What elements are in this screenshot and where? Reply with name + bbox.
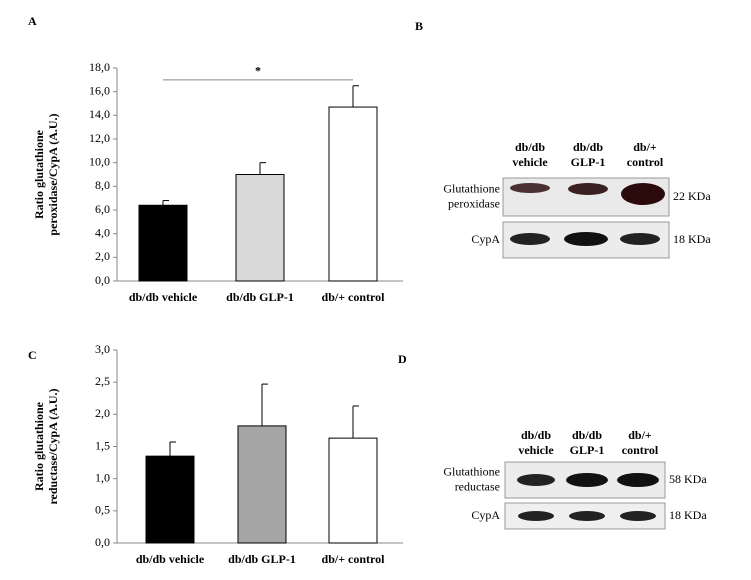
y-tick-label: 2,5 <box>95 374 110 388</box>
y-tick-label: 4,0 <box>95 225 110 239</box>
bar <box>138 204 188 282</box>
lane-label: db/db <box>572 428 602 442</box>
bar <box>145 455 195 544</box>
lane-label: vehicle <box>512 155 548 169</box>
panel-letter: B <box>415 19 423 33</box>
size-label: 18 KDa <box>673 232 711 246</box>
y-tick-label: 14,0 <box>89 107 110 121</box>
band <box>564 232 608 246</box>
size-label: 22 KDa <box>673 189 711 203</box>
band <box>617 473 659 487</box>
y-tick-label: 6,0 <box>95 202 110 216</box>
panel-letter: C <box>28 348 37 362</box>
size-label: 58 KDa <box>669 472 707 486</box>
lane-label: db/db <box>573 140 603 154</box>
band <box>518 511 554 521</box>
lane-label: db/+ <box>633 140 657 154</box>
y-tick-label: 10,0 <box>89 154 110 168</box>
x-tick-label: db/db vehicle <box>129 290 198 304</box>
x-tick-label: db/db GLP-1 <box>228 552 296 566</box>
y-tick-label: 8,0 <box>95 178 110 192</box>
size-label: 18 KDa <box>669 508 707 522</box>
band <box>566 473 608 487</box>
y-tick-label: 2,0 <box>95 406 110 420</box>
lane-label: db/+ <box>628 428 652 442</box>
y-tick-label: 0,0 <box>95 273 110 287</box>
lane-label: vehicle <box>518 443 554 457</box>
lane-label: GLP-1 <box>570 443 605 457</box>
lane-label: GLP-1 <box>571 155 606 169</box>
row-label: CypA <box>471 232 500 246</box>
bar <box>237 425 287 544</box>
bar <box>328 106 378 282</box>
row-label: reductase <box>455 479 500 493</box>
y-tick-label: 3,0 <box>95 342 110 356</box>
y-tick-label: 18,0 <box>89 60 110 74</box>
x-tick-label: db/db GLP-1 <box>226 290 294 304</box>
band <box>620 233 660 245</box>
y-tick-label: 0,5 <box>95 503 110 517</box>
significance-mark: * <box>255 64 261 78</box>
y-axis-label: Ratio glutathione <box>32 129 46 219</box>
bar <box>328 437 378 544</box>
y-tick-label: 1,5 <box>95 438 110 452</box>
y-tick-label: 16,0 <box>89 83 110 97</box>
lane-label: db/db <box>521 428 551 442</box>
row-label: Glutathione <box>443 181 500 195</box>
x-tick-label: db/+ control <box>322 552 386 566</box>
band <box>569 511 605 521</box>
row-label: CypA <box>471 508 500 522</box>
panel-letter: D <box>398 352 407 366</box>
lane-label: db/db <box>515 140 545 154</box>
lane-label: control <box>627 155 664 169</box>
band <box>510 233 550 245</box>
band <box>510 183 550 193</box>
panel-letter: A <box>28 14 37 28</box>
band <box>568 183 608 195</box>
band <box>621 183 665 205</box>
y-axis-label: reductase/CypA (A.U.) <box>46 388 60 504</box>
y-axis-label: Ratio glutathione <box>32 401 46 491</box>
y-tick-label: 2,0 <box>95 249 110 263</box>
y-tick-label: 0,0 <box>95 535 110 549</box>
band <box>517 474 555 486</box>
lane-label: control <box>622 443 659 457</box>
y-axis-label: peroxidase/CypA (A.U.) <box>46 113 60 235</box>
band <box>620 511 656 521</box>
y-tick-label: 12,0 <box>89 131 110 145</box>
y-tick-label: 1,0 <box>95 470 110 484</box>
bar <box>235 174 285 282</box>
row-label: Glutathione <box>443 464 500 478</box>
x-tick-label: db/db vehicle <box>136 552 205 566</box>
x-tick-label: db/+ control <box>322 290 386 304</box>
row-label: peroxidase <box>448 196 500 210</box>
